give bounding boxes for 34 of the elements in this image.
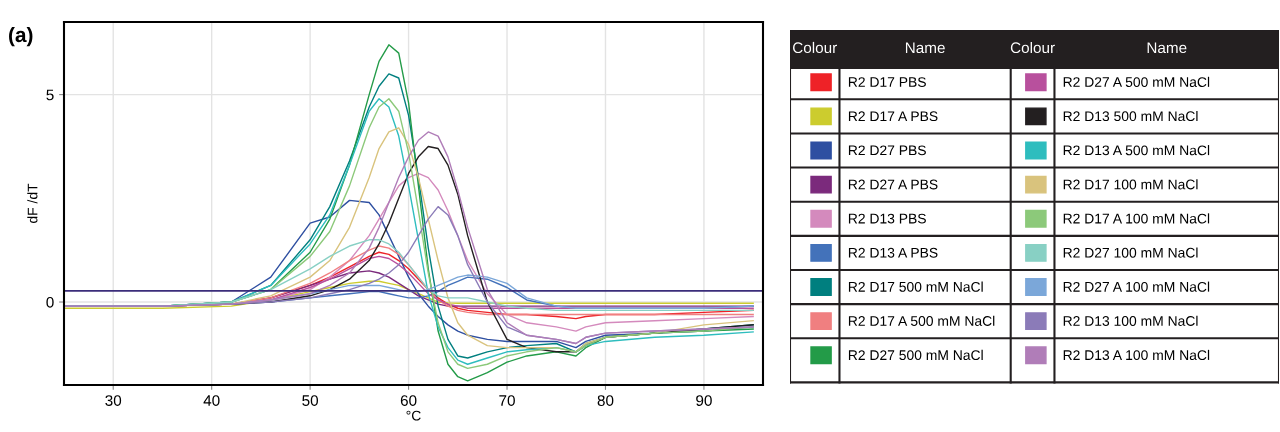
legend-label: R2 D27 A PBS <box>848 179 938 190</box>
text: Name <box>905 42 945 54</box>
legend-label: R2 D17 PBS <box>848 77 926 87</box>
legend-label: R2 D17 A 500 mM NaCl <box>848 315 995 326</box>
legend-label: R2 D13 A 100 mM NaCl <box>1063 349 1210 361</box>
y-tick-label: 5 <box>46 89 54 101</box>
legend-label: R2 D13 A 500 mM NaCl <box>1063 145 1210 156</box>
x-tick-label: 30 <box>105 395 122 406</box>
y-axis-title: dF /dT <box>27 183 38 223</box>
legend-label: R2 D27 A 100 mM NaCl <box>1063 281 1210 292</box>
legend-label: R2 D27 100 mM NaCl <box>1063 247 1198 258</box>
legend-label: R2 D13 PBS <box>848 213 926 224</box>
x-tick-label: 80 <box>597 395 614 406</box>
x-axis-title: °C <box>406 410 421 421</box>
legend-label: R2 D13 100 mM NaCl <box>1063 315 1198 326</box>
legend-label: R2 D17 A 100 mM NaCl <box>1063 213 1210 224</box>
text: Colour <box>793 41 837 54</box>
x-tick-label: 40 <box>203 395 220 406</box>
legend-label: R2 D13 A PBS <box>848 247 938 258</box>
legend-label: R2 D17 100 mM NaCl <box>1063 179 1198 190</box>
text: Colour <box>1010 41 1055 54</box>
legend-label: R2 D27 PBS <box>848 145 926 156</box>
legend-label: R2 D27 A 500 mM NaCl <box>1063 76 1210 87</box>
legend-label: R2 D27 500 mM NaCl <box>848 349 983 361</box>
text: (a) <box>9 26 33 47</box>
x-tick-label: 60 <box>400 395 417 406</box>
text: Name <box>1147 42 1187 54</box>
legend-label: R2 D17 500 mM NaCl <box>848 281 983 292</box>
x-tick-label: 70 <box>499 395 515 406</box>
y-tick-label: 0 <box>46 296 54 308</box>
legend-label: R2 D13 500 mM NaCl <box>1063 110 1198 122</box>
x-tick-label: 90 <box>696 395 712 406</box>
legend-label: R2 D17 A PBS <box>848 111 938 122</box>
x-tick-label: 50 <box>302 395 319 406</box>
